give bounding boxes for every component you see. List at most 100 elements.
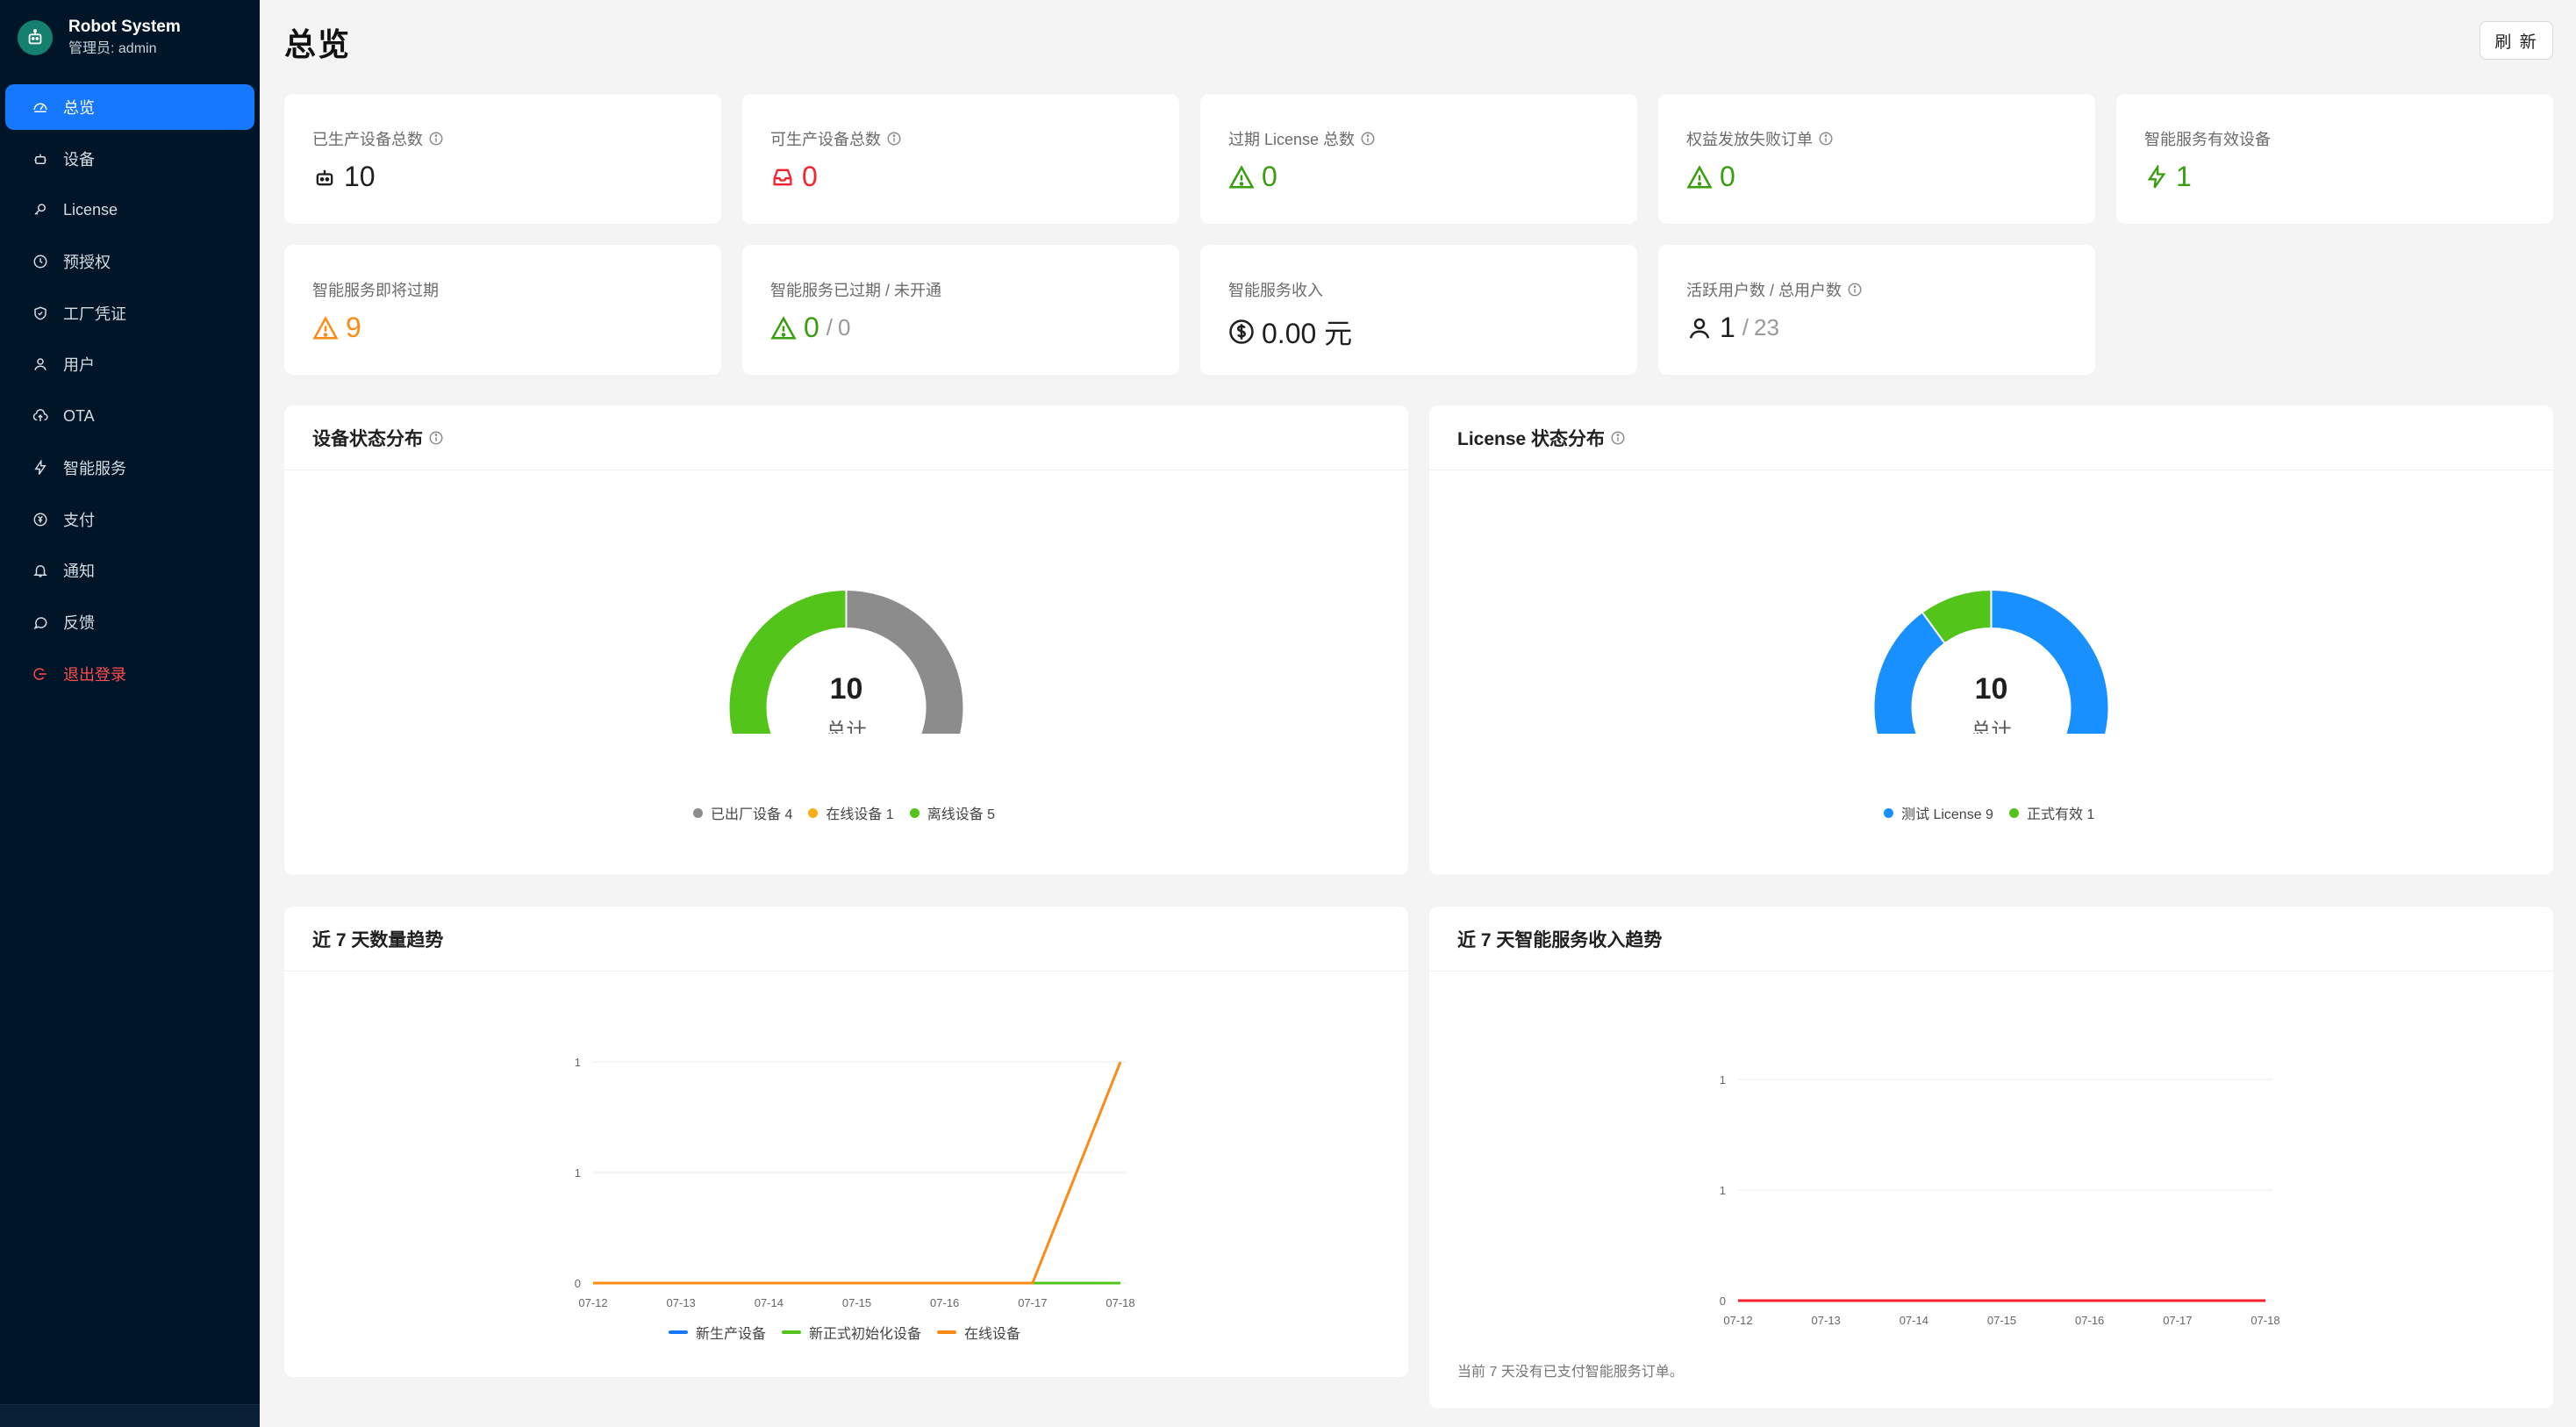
license-status-panel: License 状态分布 10 总计 测试 License 9 正式有效 1 — [1429, 405, 2553, 875]
x-tick-label: 07-16 — [2075, 1314, 2104, 1327]
y-tick-label: 1 — [1720, 1184, 1726, 1197]
donut-center-value: 10 — [830, 672, 863, 706]
dashboard-icon — [32, 98, 49, 116]
sidebar-item-label: 支付 — [63, 511, 95, 529]
sidebar-collapse-bar[interactable] — [0, 1404, 260, 1427]
x-tick-label: 07-18 — [1106, 1296, 1134, 1309]
key-icon — [32, 201, 49, 219]
stat-label: 活跃用户数 / 总用户数 — [1686, 282, 1843, 299]
sidebar-item-feedback[interactable]: 反馈 — [5, 599, 254, 645]
panel-title: 近 7 天智能服务收入趋势 — [1457, 929, 1663, 950]
legend-item[interactable]: 测试 License 9 — [1884, 802, 1993, 823]
legend-item[interactable]: 正式有效 1 — [2008, 802, 2094, 823]
donut-center-value: 10 — [1975, 672, 2008, 706]
sidebar-item-license[interactable]: License — [5, 187, 254, 233]
sidebar-item-label: License — [63, 200, 118, 219]
sidebar-item-devices[interactable]: 设备 — [5, 136, 254, 182]
stat-value: 1 — [2176, 161, 2192, 192]
legend-item[interactable]: 新生产设备 — [669, 1322, 766, 1343]
sidebar-item-label: 设备 — [63, 150, 95, 169]
warning-icon — [770, 315, 797, 341]
stat-total: 23 — [1754, 314, 1779, 341]
y-tick-label: 0 — [1720, 1294, 1726, 1308]
info-icon[interactable] — [1847, 282, 1863, 298]
stat-card-failed-orders: 权益发放失败订单 0 — [1658, 94, 2095, 224]
sidebar-menu: 总览 设备 License 预授权 工厂凭证 用户 OTA 智能服务 — [0, 75, 260, 697]
info-icon[interactable] — [886, 131, 902, 147]
legend-label: 测试 License 9 — [1901, 807, 1993, 822]
warning-icon — [1228, 164, 1255, 190]
stat-value: 0.00 元 — [1262, 318, 1353, 349]
stat-total: 0 — [838, 314, 851, 341]
x-tick-label: 07-13 — [1812, 1314, 1841, 1327]
admin-label: 管理员: admin — [68, 41, 157, 56]
legend-item[interactable]: 在线设备 1 — [808, 802, 894, 823]
sidebar-item-label: 用户 — [63, 356, 95, 375]
donut-slice — [845, 588, 965, 734]
warning-icon — [312, 315, 339, 341]
brand: Robot System 管理员: admin — [0, 0, 260, 75]
x-tick-label: 07-18 — [2250, 1314, 2279, 1327]
x-tick-label: 07-17 — [1018, 1296, 1047, 1309]
refresh-button[interactable]: 刷 新 — [2479, 21, 2553, 60]
stat-value: 10 — [344, 161, 376, 192]
donut-center-label: 总计 — [826, 719, 867, 734]
thunderbolt-icon — [2144, 164, 2169, 190]
y-tick-label: 1 — [1720, 1073, 1726, 1086]
stat-label: 已生产设备总数 — [312, 131, 423, 148]
info-icon[interactable] — [428, 131, 444, 147]
stat-card-smart-active: 智能服务有效设备 1 — [2116, 94, 2553, 224]
stat-separator: / — [1742, 314, 1750, 341]
sidebar-item-label: 总览 — [63, 99, 95, 117]
stat-label: 智能服务收入 — [1228, 282, 1323, 299]
sidebar-item-factory-cert[interactable]: 工厂凭证 — [5, 290, 254, 336]
sidebar-item-notifications[interactable]: 通知 — [5, 548, 254, 593]
legend-item[interactable]: 已出厂设备 4 — [693, 802, 792, 823]
info-icon[interactable] — [1610, 430, 1626, 446]
legend-label: 新正式初始化设备 — [809, 1327, 922, 1342]
sidebar-item-payment[interactable]: 支付 — [5, 497, 254, 542]
info-icon[interactable] — [1360, 131, 1376, 147]
stat-card-active-users: 活跃用户数 / 总用户数 1 /23 — [1658, 245, 2095, 375]
y-tick-label: 0 — [575, 1277, 581, 1290]
warning-icon — [1686, 164, 1713, 190]
panel-title: 设备状态分布 — [312, 428, 423, 449]
legend-label: 离线设备 5 — [927, 807, 996, 822]
logout-icon — [32, 665, 49, 683]
sidebar-item-preauth[interactable]: 预授权 — [5, 239, 254, 284]
info-icon[interactable] — [428, 430, 444, 446]
stat-card-available-devices: 可生产设备总数 0 — [742, 94, 1179, 224]
yuan-circle-icon — [32, 511, 49, 528]
sidebar-item-logout[interactable]: 退出登录 — [5, 651, 254, 697]
stat-label: 权益发放失败订单 — [1686, 131, 1813, 148]
cloud-upload-icon — [32, 407, 49, 425]
stat-card-expired-license: 过期 License 总数 0 — [1200, 94, 1637, 224]
sidebar-item-ota[interactable]: OTA — [5, 393, 254, 439]
license-status-donut: 10 总计 — [1872, 588, 2110, 734]
sidebar-item-overview[interactable]: 总览 — [5, 84, 254, 130]
x-tick-label: 07-13 — [667, 1296, 696, 1309]
stat-card-smart-revenue: 智能服务收入 0.00 元 — [1200, 245, 1637, 375]
info-icon[interactable] — [1818, 131, 1834, 147]
sidebar-item-label: 工厂凭证 — [63, 305, 126, 323]
x-tick-label: 07-15 — [1987, 1314, 2016, 1327]
license-status-legend: 测试 License 9 正式有效 1 — [1884, 802, 2110, 823]
y-tick-label: 1 — [575, 1056, 581, 1069]
sidebar-item-users[interactable]: 用户 — [5, 341, 254, 387]
trend-line-chart: 0 1 1 07-12 07-13 07-14 07-15 07-16 07-17 07-18 — [575, 1056, 1135, 1309]
sidebar-item-label: 反馈 — [63, 613, 95, 632]
legend-item[interactable]: 在线设备 — [937, 1322, 1020, 1343]
stat-label: 智能服务有效设备 — [2144, 131, 2271, 148]
legend-item[interactable]: 新正式初始化设备 — [782, 1322, 921, 1343]
stat-card-produced-devices: 已生产设备总数 10 — [284, 94, 721, 224]
x-tick-label: 07-16 — [930, 1296, 959, 1309]
legend-label: 在线设备 1 — [826, 807, 894, 822]
panel-title: License 状态分布 — [1457, 428, 1606, 449]
stat-card-smart-expiring: 智能服务即将过期 9 — [284, 245, 721, 375]
stat-value: 0 — [804, 312, 819, 343]
sidebar-item-smart-service[interactable]: 智能服务 — [5, 445, 254, 491]
bell-icon — [32, 562, 49, 579]
device-status-panel: 设备状态分布 10 总计 已出厂设备 4 在线设备 1 离线设备 5 — [284, 405, 1408, 875]
legend-label: 已出厂设备 4 — [711, 807, 793, 822]
legend-item[interactable]: 离线设备 5 — [909, 802, 996, 823]
